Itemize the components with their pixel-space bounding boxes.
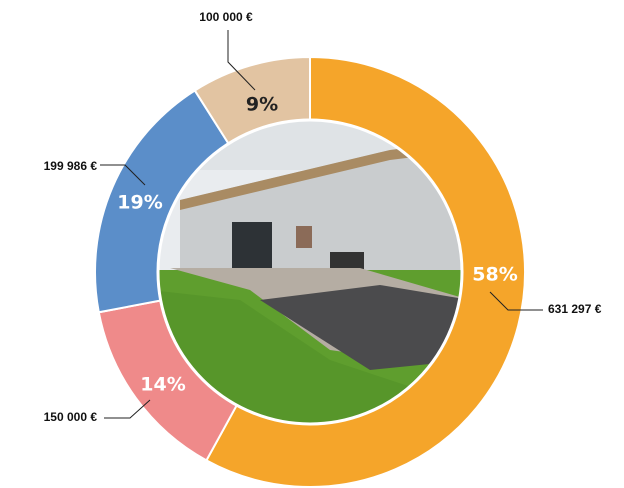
percent-label: 19% xyxy=(117,192,162,214)
chart: 58% 14% 19% 9% 631 297 € 150 000 € 199 986 € 10… xyxy=(0,0,624,488)
percent-label: 58% xyxy=(472,264,517,286)
percent-label: 14% xyxy=(140,374,185,396)
amount-label: 199 986 € xyxy=(44,159,98,173)
amount-label: 150 000 € xyxy=(44,410,98,424)
amount-label: 100 000 € xyxy=(199,10,253,24)
amount-label: 631 297 € xyxy=(548,302,602,316)
percent-label: 9% xyxy=(246,94,278,116)
